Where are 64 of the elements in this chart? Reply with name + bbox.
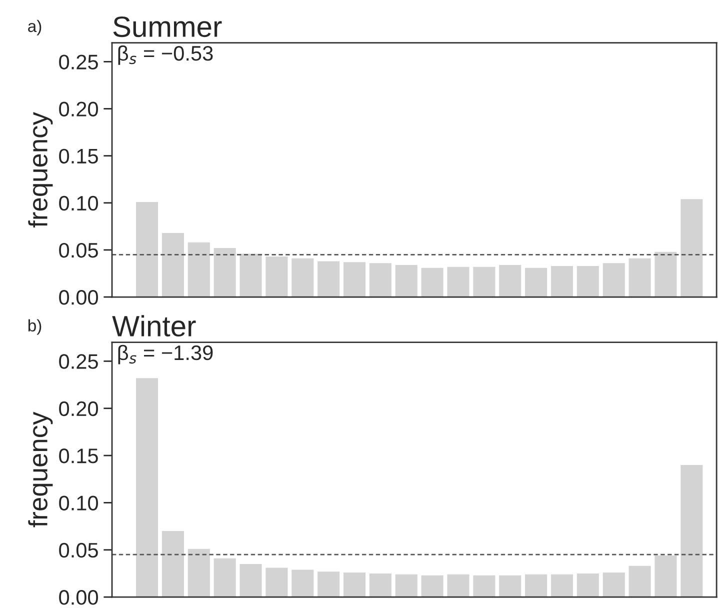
bar	[654, 556, 677, 598]
bar	[214, 558, 236, 598]
bar	[214, 248, 236, 298]
y-tick-label: 0.00	[59, 590, 98, 605]
bar	[318, 261, 340, 298]
bar	[499, 575, 522, 598]
bar	[421, 268, 444, 298]
bar	[602, 263, 625, 298]
bar	[369, 573, 392, 598]
bar	[162, 531, 184, 598]
bar	[628, 566, 651, 598]
bar	[395, 574, 418, 598]
y-tick-label: 0.25	[59, 354, 98, 369]
y-tick-label: 0.20	[59, 401, 98, 416]
bar	[473, 266, 496, 298]
y-axis-title: frequency	[28, 412, 53, 528]
bar	[628, 258, 651, 298]
bar	[292, 258, 314, 298]
bar	[499, 265, 522, 298]
text: a)	[28, 20, 42, 36]
bar	[240, 564, 262, 598]
bar	[602, 572, 625, 598]
bar	[680, 464, 703, 598]
bar	[447, 574, 470, 598]
bar	[240, 254, 262, 298]
bar	[576, 266, 599, 298]
bar	[525, 574, 548, 598]
chart-title: Summer	[113, 16, 222, 38]
bar	[447, 266, 470, 298]
bar	[292, 570, 314, 598]
y-tick-label: 0.05	[59, 542, 98, 558]
chart-title: Winter	[112, 315, 196, 337]
y-tick-label: 0.15	[59, 448, 98, 464]
bar	[162, 233, 184, 298]
bar	[654, 252, 677, 298]
y-tick-label: 0.05	[59, 242, 98, 258]
y-tick-label: 0.10	[59, 496, 98, 510]
bar	[343, 572, 366, 598]
y-tick-label: 0.20	[59, 102, 98, 117]
bar	[266, 256, 288, 298]
bar	[550, 266, 574, 298]
bar	[318, 572, 340, 598]
bar	[188, 548, 210, 598]
bar	[136, 378, 158, 598]
text: b)	[28, 319, 42, 335]
bar	[525, 268, 548, 298]
bar	[421, 575, 444, 598]
bar	[395, 265, 418, 298]
annotation: β$_{s}$ = −1.39	[118, 344, 213, 364]
y-tick-label: 0.15	[59, 148, 98, 164]
bar	[136, 202, 158, 298]
bar	[550, 574, 574, 598]
annotation: β$_{s}$ = −0.53	[118, 45, 213, 65]
y-tick-label: 0.10	[59, 196, 98, 211]
y-axis-title: frequency	[28, 112, 53, 228]
bar	[343, 262, 366, 298]
bar	[680, 199, 703, 298]
bar	[188, 242, 210, 298]
y-tick-label: 0.25	[59, 54, 98, 70]
bar	[266, 568, 288, 598]
bar	[369, 263, 392, 298]
bar	[473, 575, 496, 598]
y-tick-label: 0.00	[59, 290, 98, 305]
bar	[576, 573, 599, 598]
